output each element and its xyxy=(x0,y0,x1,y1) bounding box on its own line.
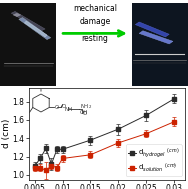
Polygon shape xyxy=(139,31,173,44)
Polygon shape xyxy=(24,21,47,37)
Bar xyxy=(132,3,188,86)
Polygon shape xyxy=(135,22,169,37)
Legend: d$_{hydrogel}$ $^{(cm)}$, d$_{solution}$ $^{(cm)}$: d$_{hydrogel}$ $^{(cm)}$, d$_{solution}$… xyxy=(126,144,182,176)
Polygon shape xyxy=(19,18,51,40)
Text: mechanical: mechanical xyxy=(73,4,117,13)
Text: OH: OH xyxy=(80,110,88,115)
Bar xyxy=(0,3,56,86)
Text: resting: resting xyxy=(82,34,108,43)
Y-axis label: d (cm): d (cm) xyxy=(2,119,11,148)
Polygon shape xyxy=(13,13,21,17)
Text: O: O xyxy=(61,104,66,108)
Text: damage: damage xyxy=(79,17,111,26)
Text: O: O xyxy=(54,105,59,110)
Text: O: O xyxy=(83,111,87,116)
Polygon shape xyxy=(11,11,45,31)
Text: NH$_2$: NH$_2$ xyxy=(80,102,92,111)
Text: NH: NH xyxy=(64,107,72,112)
